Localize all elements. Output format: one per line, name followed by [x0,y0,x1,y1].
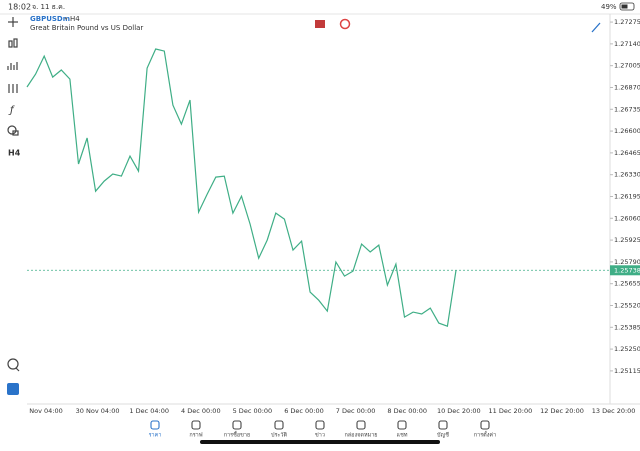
indicators-tool[interactable] [8,84,18,93]
y-tick-label: 1.25520 [614,301,640,309]
nav-icon[interactable] [150,420,160,430]
bars-tool[interactable] [7,62,18,70]
candles-tool[interactable] [8,38,18,48]
y-tick-label: 1.27005 [614,62,640,70]
nav-label[interactable]: แชท [397,432,408,439]
trade-button[interactable] [7,383,19,395]
y-tick-label: 1.25790 [614,258,640,266]
status-battery: 49% [601,3,617,11]
y-tick-label: 1.26600 [614,127,640,135]
y-tick-label: 1.26060 [614,214,640,222]
y-tick-label: 1.27275 [614,18,640,26]
nav-label[interactable]: การตั้งค่า [474,431,496,439]
battery-level [621,4,628,9]
nav-label[interactable]: ข่าว [315,433,325,439]
y-tick-label: 1.26465 [614,149,640,157]
y-tick-label: 1.25385 [614,323,640,331]
search-tool[interactable] [7,358,20,372]
y-tick-label: 1.26870 [614,83,640,91]
x-tick-label: 6 Dec 00:00 [284,407,324,415]
nav-label[interactable]: การซื้อขาย [224,431,250,439]
y-tick-label: 1.25115 [614,367,640,375]
nav-label[interactable]: กล่องจดหมาย [344,433,377,439]
y-tick-label: 1.26195 [614,192,640,200]
nav-label[interactable]: กราฟ [189,432,202,439]
function-tool[interactable]: ƒ [8,105,15,116]
last-price-box [610,265,640,276]
nav-label[interactable]: ราคา [149,433,162,439]
shapes-tool[interactable] [7,125,19,136]
y-tick-label: 1.26735 [614,105,640,113]
battery-icon [619,2,635,11]
symbol-description: Great Britain Pound vs US Dollar [30,24,143,32]
x-tick-label: 30 Nov 04:00 [76,407,120,415]
nav-icon[interactable] [274,420,284,430]
currency-icon[interactable] [339,18,351,30]
nav-icon[interactable] [438,420,448,430]
trendline-tool[interactable] [591,22,601,33]
x-tick-label: 10 Dec 20:00 [437,407,481,415]
x-tick-label: Nov 04:00 [29,407,62,415]
x-tick-label: 7 Dec 00:00 [336,407,376,415]
x-tick-label: 1 Dec 04:00 [129,407,169,415]
chart-timeframe: H4 [70,15,80,23]
x-tick-label: 8 Dec 00:00 [387,407,427,415]
home-indicator [200,440,440,444]
y-tick-label: 1.25250 [614,345,640,353]
x-tick-label: 4 Dec 00:00 [181,407,221,415]
status-date: จ. 11 ธ.ค. [32,3,65,11]
x-tick-label: 12 Dec 20:00 [540,407,584,415]
nav-label[interactable]: ประวัติ [271,432,287,439]
x-tick-label: 13 Dec 20:00 [592,407,636,415]
timeframe-button[interactable]: H4 [8,149,21,158]
nav-label[interactable]: บัญชี [437,432,449,439]
x-tick-label: 11 Dec 20:00 [489,407,533,415]
x-tick-label: 5 Dec 00:00 [233,407,273,415]
flag-icon[interactable] [315,20,325,28]
nav-icon[interactable] [232,420,242,430]
y-tick-label: 1.27140 [614,40,640,48]
nav-icon[interactable] [480,420,490,430]
crosshair-tool[interactable] [8,17,18,27]
nav-icon[interactable] [315,420,325,430]
symbol: GBPUSDm [30,15,70,23]
y-tick-label: 1.26330 [614,171,640,179]
left-toolbar: ƒ H4 [7,17,21,395]
nav-icon[interactable] [397,420,407,430]
nav-icon[interactable] [191,420,201,430]
last-price-label: 1.25738 [614,266,640,274]
separator-dot: • [64,15,68,23]
nav-icon[interactable] [356,420,366,430]
price-line [26,48,457,328]
y-tick-label: 1.25655 [614,280,640,288]
y-tick-label: 1.25925 [614,236,640,244]
status-time: 18:02 [8,3,31,12]
